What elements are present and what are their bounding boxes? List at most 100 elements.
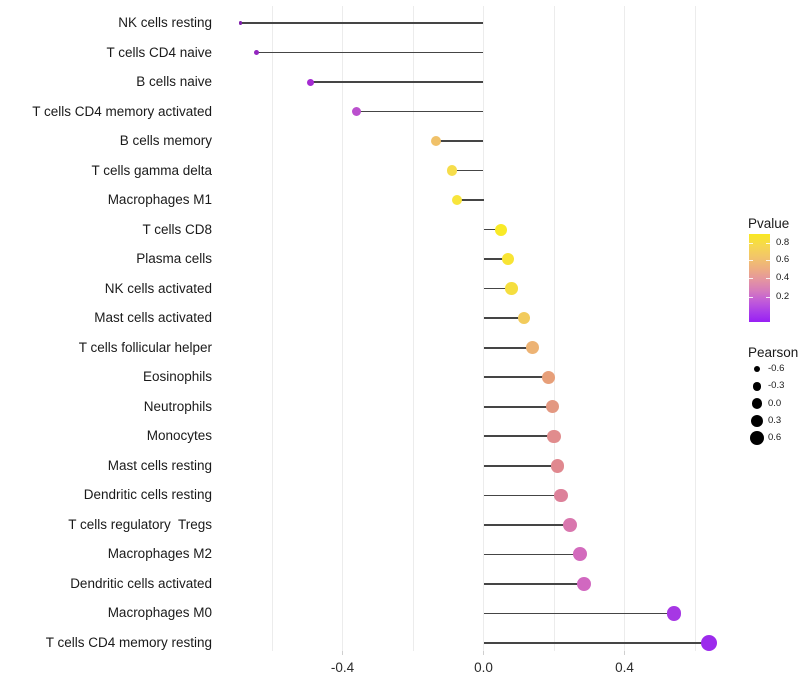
colorbar-tick bbox=[749, 260, 753, 262]
lollipop-dot bbox=[446, 165, 458, 176]
y-axis-label: Macrophages M0 bbox=[107, 605, 212, 621]
lollipop-dot bbox=[238, 21, 243, 25]
y-axis-label: Monocytes bbox=[146, 428, 212, 444]
lollipop-stem bbox=[356, 110, 484, 113]
colorbar-tick bbox=[766, 278, 770, 279]
lollipop-stem bbox=[483, 642, 710, 644]
gridline bbox=[412, 6, 414, 651]
pearson-legend-label: 0.3 bbox=[768, 414, 782, 426]
colorbar-tick bbox=[766, 242, 770, 244]
y-axis-label: Dendritic cells activated bbox=[70, 575, 212, 591]
lollipop-dot bbox=[573, 547, 588, 562]
colorbar-tick-label: 0.4 bbox=[776, 272, 790, 283]
y-axis-label: T cells regulatory Tregs bbox=[68, 516, 212, 532]
lollipop-stem bbox=[483, 465, 558, 467]
lollipop-dot bbox=[701, 634, 718, 651]
lollipop-dot bbox=[666, 606, 682, 621]
y-axis-label: T cells follicular helper bbox=[78, 339, 212, 355]
gridline bbox=[553, 6, 555, 651]
lollipop-dot bbox=[495, 223, 508, 236]
y-axis-label: NK cells activated bbox=[104, 280, 212, 296]
colorbar-tick bbox=[749, 242, 753, 244]
y-axis-label: Neutrophils bbox=[143, 398, 212, 414]
pearson-legend-dot bbox=[750, 414, 764, 427]
lollipop-dot bbox=[430, 136, 441, 147]
colorbar-tick-label: 0.6 bbox=[776, 254, 790, 266]
pearson-legend-dot bbox=[749, 430, 765, 446]
y-axis-label: NK cells resting bbox=[118, 15, 212, 30]
legend-pvalue-title: Pvalue bbox=[748, 216, 790, 231]
gridline bbox=[483, 6, 484, 651]
lollipop-stem bbox=[483, 405, 553, 408]
y-axis-label: B cells naive bbox=[136, 74, 212, 90]
gridline bbox=[694, 6, 696, 651]
lollipop-dot bbox=[547, 429, 561, 444]
y-axis-label: Mast cells resting bbox=[107, 457, 212, 473]
lollipop-stem bbox=[256, 51, 484, 54]
y-axis-label: Mast cells activated bbox=[94, 310, 212, 326]
x-tick-label: 0.0 bbox=[474, 660, 493, 675]
colorbar-tick bbox=[749, 296, 753, 298]
lollipop-stem bbox=[483, 494, 562, 497]
x-axis-tick bbox=[624, 651, 625, 655]
lollipop-stem bbox=[483, 258, 509, 260]
lollipop-stem bbox=[451, 169, 484, 172]
lollipop-dot bbox=[517, 311, 531, 325]
gridline bbox=[342, 6, 343, 651]
x-tick-label: -0.4 bbox=[330, 660, 355, 675]
y-axis-label: T cells CD8 bbox=[142, 221, 212, 237]
y-axis-label: Dendritic cells resting bbox=[83, 487, 212, 503]
y-axis-label: T cells CD4 memory activated bbox=[32, 103, 212, 119]
lollipop-dot bbox=[451, 194, 463, 206]
lollipop-dot bbox=[352, 107, 362, 117]
colorbar-tick bbox=[749, 278, 753, 279]
lollipop-dot bbox=[562, 517, 577, 532]
pvalue-colorbar bbox=[749, 234, 770, 322]
lollipop-dot bbox=[505, 282, 518, 295]
lollipop-dot bbox=[307, 78, 315, 86]
y-axis-label: T cells CD4 memory resting bbox=[45, 634, 212, 650]
lollipop-dot bbox=[526, 341, 540, 355]
lollipop-stem bbox=[483, 346, 533, 349]
gridline bbox=[624, 6, 625, 651]
lollipop-stem bbox=[483, 376, 549, 379]
lollipop-stem bbox=[483, 287, 512, 290]
pearson-legend-label: -0.3 bbox=[768, 380, 785, 392]
y-axis-label: B cells memory bbox=[119, 133, 212, 149]
y-axis-label: Eosinophils bbox=[142, 369, 212, 385]
lollipop-stem bbox=[483, 612, 674, 615]
colorbar-tick bbox=[766, 296, 770, 298]
pearson-legend-label: 0.6 bbox=[768, 432, 782, 443]
lollipop-dot bbox=[253, 50, 259, 56]
y-axis-label: T cells CD4 naive bbox=[106, 44, 212, 60]
pearson-legend-dot bbox=[752, 382, 762, 391]
lollipop-dot bbox=[501, 252, 515, 266]
lollipop-dot bbox=[554, 488, 568, 503]
pearson-legend-dot bbox=[751, 398, 763, 409]
colorbar-tick-label: 0.8 bbox=[776, 236, 790, 248]
lollipop-stem bbox=[435, 140, 484, 142]
lollipop-stem bbox=[483, 583, 584, 585]
lollipop-dot bbox=[576, 576, 591, 591]
lollipop-stem bbox=[483, 435, 554, 438]
x-axis-tick bbox=[483, 651, 484, 655]
gridline bbox=[271, 6, 273, 651]
lollipop-dot bbox=[542, 370, 556, 384]
x-axis-tick bbox=[342, 651, 343, 655]
pearson-legend-label: 0.0 bbox=[768, 397, 782, 409]
y-axis-label: Macrophages M1 bbox=[107, 192, 212, 208]
lollipop-stem bbox=[457, 199, 484, 201]
x-tick-label: 0.4 bbox=[615, 660, 634, 675]
lollipop-stem bbox=[483, 553, 581, 556]
lollipop-dot bbox=[550, 459, 565, 473]
pearson-legend-dot bbox=[753, 365, 761, 373]
y-axis-label: Macrophages M2 bbox=[107, 546, 212, 562]
pearson-legend-label: -0.6 bbox=[768, 363, 785, 374]
legend-pearson-title: Pearson bbox=[748, 345, 799, 360]
y-axis-label: Plasma cells bbox=[136, 251, 212, 267]
y-axis-label: T cells gamma delta bbox=[91, 162, 212, 178]
colorbar-tick-label: 0.2 bbox=[776, 290, 790, 302]
colorbar-tick bbox=[766, 260, 770, 262]
